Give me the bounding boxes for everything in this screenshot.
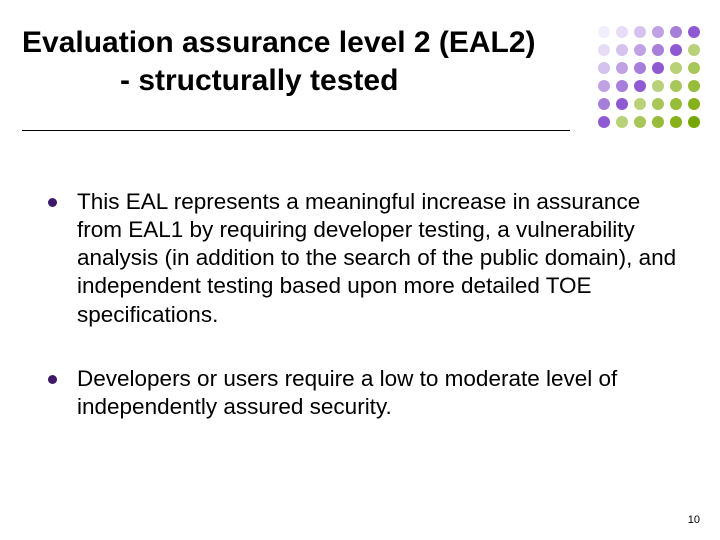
bullet-text: Developers or users require a low to mod… — [77, 365, 680, 421]
grid-dot-icon — [670, 98, 682, 110]
grid-dot-icon — [598, 116, 610, 128]
grid-dot-icon — [616, 44, 628, 56]
grid-dot-icon — [598, 26, 610, 38]
grid-dot-icon — [670, 44, 682, 56]
bullet-item: This EAL represents a meaningful increas… — [48, 188, 680, 329]
grid-dot-icon — [598, 80, 610, 92]
grid-dot-icon — [688, 62, 700, 74]
title-line-2: - structurally tested — [22, 62, 582, 100]
grid-dot-icon — [652, 98, 664, 110]
grid-dot-icon — [616, 62, 628, 74]
grid-dot-icon — [688, 80, 700, 92]
grid-dot-icon — [688, 44, 700, 56]
grid-dot-icon — [598, 62, 610, 74]
grid-dot-icon — [652, 26, 664, 38]
bullet-marker-icon — [48, 198, 57, 207]
grid-dot-icon — [670, 80, 682, 92]
grid-dot-icon — [616, 80, 628, 92]
grid-dot-icon — [652, 62, 664, 74]
grid-dot-icon — [634, 116, 646, 128]
grid-dot-icon — [688, 26, 700, 38]
grid-dot-icon — [670, 62, 682, 74]
grid-dot-icon — [652, 44, 664, 56]
grid-dot-icon — [634, 80, 646, 92]
bullet-text: This EAL represents a meaningful increas… — [77, 188, 680, 329]
grid-dot-icon — [688, 116, 700, 128]
grid-dot-icon — [652, 80, 664, 92]
page-number: 10 — [688, 514, 700, 526]
grid-dot-icon — [616, 98, 628, 110]
grid-dot-icon — [688, 98, 700, 110]
grid-dot-icon — [652, 116, 664, 128]
slide-body: This EAL represents a meaningful increas… — [48, 188, 680, 457]
grid-dot-icon — [634, 98, 646, 110]
title-line-1: Evaluation assurance level 2 (EAL2) — [22, 24, 582, 62]
grid-dot-icon — [634, 62, 646, 74]
grid-dot-icon — [598, 44, 610, 56]
grid-dot-icon — [670, 26, 682, 38]
grid-dot-icon — [670, 116, 682, 128]
slide-title: Evaluation assurance level 2 (EAL2) - st… — [22, 24, 582, 99]
grid-dot-icon — [634, 26, 646, 38]
grid-dot-icon — [616, 26, 628, 38]
grid-dot-icon — [598, 98, 610, 110]
decorative-dot-grid — [598, 26, 702, 130]
grid-dot-icon — [616, 116, 628, 128]
title-underline — [22, 130, 570, 131]
bullet-marker-icon — [48, 375, 57, 384]
bullet-item: Developers or users require a low to mod… — [48, 365, 680, 421]
slide: Evaluation assurance level 2 (EAL2) - st… — [0, 0, 720, 540]
grid-dot-icon — [634, 44, 646, 56]
